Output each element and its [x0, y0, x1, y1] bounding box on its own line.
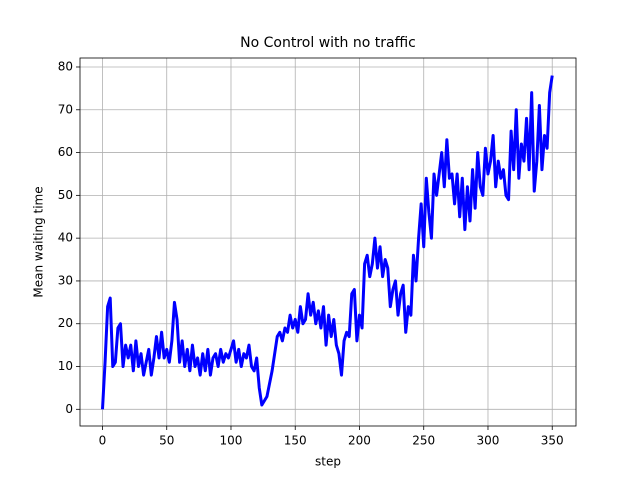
y-tick-label: 30 [58, 273, 73, 287]
y-tick-label: 20 [58, 316, 73, 330]
y-tick-label: 40 [58, 231, 73, 245]
x-tick-label: 150 [284, 434, 307, 448]
x-tick-label: 100 [220, 434, 243, 448]
y-axis-label: Mean waiting time [32, 186, 46, 297]
y-tick-label: 80 [58, 59, 73, 73]
chart-title: No Control with no traffic [240, 35, 416, 51]
x-tick-label: 350 [541, 434, 564, 448]
data-line [100, 75, 554, 410]
y-tick-label: 10 [58, 359, 73, 373]
x-tick-label: 300 [477, 434, 500, 448]
x-tick-label: 200 [348, 434, 371, 448]
y-tick-label: 60 [58, 145, 73, 159]
y-tick-label: 0 [65, 402, 73, 416]
x-axis-label: step [315, 455, 341, 469]
x-tick-label: 250 [412, 434, 435, 448]
y-tick-label: 50 [58, 188, 73, 202]
x-tick-label: 0 [99, 434, 107, 448]
x-tick-label: 50 [159, 434, 174, 448]
y-tick-label: 70 [58, 102, 73, 116]
plot-frame [79, 57, 577, 427]
